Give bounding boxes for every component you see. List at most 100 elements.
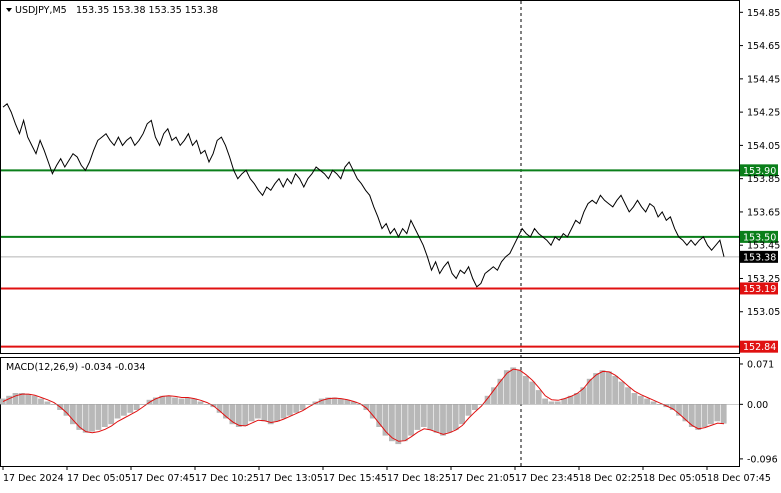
level-tag-label: 153.19	[743, 284, 776, 295]
time-tick-label: 17 Dec 13:05	[259, 473, 323, 484]
price-tick-label: 154.85	[747, 8, 780, 19]
macd-bar	[82, 404, 89, 433]
macd-bar	[376, 404, 383, 427]
macd-bar	[108, 404, 115, 425]
level-tag-label: 153.50	[743, 232, 776, 243]
macd-bar	[159, 395, 166, 405]
macd-bar	[63, 404, 70, 416]
macd-bar	[248, 404, 255, 422]
macd-bar	[76, 404, 83, 430]
macd-bar	[484, 395, 491, 405]
price-axis: 154.85154.65154.45154.25154.05153.85153.…	[739, 8, 780, 318]
macd-bar	[408, 404, 414, 436]
macd-bar	[299, 404, 306, 410]
macd-bar	[318, 398, 325, 405]
macd-bar	[535, 390, 542, 405]
macd-bar	[695, 404, 702, 430]
ohlc-values: 153.35 153.38 153.35 153.38	[76, 5, 218, 16]
macd-bar	[420, 404, 427, 427]
price-tick-label: 154.65	[747, 41, 780, 52]
macd-bar	[280, 404, 287, 419]
macd-bar	[338, 398, 344, 405]
macd-bar	[688, 404, 695, 427]
macd-bar	[631, 393, 638, 405]
macd-bar	[293, 404, 300, 413]
macd-bar	[242, 404, 249, 426]
macd-bar	[70, 404, 76, 425]
macd-bar	[89, 404, 95, 432]
macd-bar	[708, 404, 714, 425]
macd-tick-label: -0.096	[747, 454, 778, 465]
time-tick-label: 17 Dec 23:45	[515, 473, 579, 484]
macd-bar	[401, 404, 408, 442]
macd-bar	[274, 404, 280, 422]
macd-bar	[625, 387, 631, 405]
macd-bar	[223, 404, 229, 419]
macd-bar	[191, 398, 197, 405]
time-tick-label: 17 Dec 10:25	[195, 473, 259, 484]
macd-bar	[31, 395, 38, 405]
time-tick-label: 17 Dec 05:05	[67, 473, 131, 484]
price-pane[interactable]	[0, 0, 740, 354]
price-tick-label: 153.45	[747, 241, 780, 252]
macd-bar	[101, 404, 108, 427]
price-tick-label: 154.25	[747, 108, 780, 119]
level-tag-label: 152.84	[743, 342, 776, 353]
time-tick-label: 18 Dec 07:45	[707, 473, 771, 484]
macd-tick-label: 0.071	[747, 359, 774, 370]
price-tick-label: 154.45	[747, 74, 780, 85]
triangle-down-icon[interactable]	[6, 8, 12, 12]
macd-bar	[574, 393, 580, 405]
time-tick-label: 17 Dec 15:45	[323, 473, 387, 484]
level-tag-label: 153.90	[743, 166, 776, 177]
macd-bar	[465, 404, 472, 416]
signal-series-line	[2, 368, 725, 442]
macd-label: MACD(12,26,9) -0.034 -0.034	[6, 362, 145, 373]
macd-bar	[44, 401, 51, 405]
macd-bar	[95, 404, 102, 430]
macd-bar	[152, 397, 159, 405]
macd-bar	[720, 404, 727, 424]
macd-signal-line	[2, 368, 725, 442]
current-price-label: 153.38	[743, 252, 776, 263]
price-line	[2, 103, 725, 288]
macd-bar	[427, 404, 434, 430]
macd-bar	[433, 404, 440, 433]
macd-bar	[133, 404, 140, 410]
macd-bar	[682, 404, 689, 422]
macd-bar	[255, 404, 261, 419]
macd-bar	[459, 404, 465, 425]
macd-bar	[567, 395, 574, 405]
macd-bar	[446, 404, 453, 433]
time-tick-label: 17 Dec 2024	[3, 473, 64, 484]
macd-bar	[389, 404, 395, 442]
macd-bar	[612, 375, 619, 405]
macd-bar	[6, 395, 12, 405]
macd-bar	[363, 404, 370, 410]
macd-bar	[593, 373, 599, 405]
macd-bar	[554, 401, 561, 405]
macd-bar	[216, 404, 223, 413]
macd-bar	[165, 395, 172, 405]
macd-bar	[599, 370, 606, 405]
macd-bar	[344, 399, 351, 405]
macd-bar	[382, 404, 389, 436]
time-tick-label: 17 Dec 21:05	[451, 473, 515, 484]
price-tick-label: 153.85	[747, 174, 780, 185]
price-series-line	[2, 103, 725, 288]
macd-bar	[586, 378, 593, 405]
macd-bar	[669, 404, 676, 410]
macd-bar	[440, 404, 446, 436]
level-tag: 153.19	[740, 282, 778, 295]
level-lines: 153.90 153.50 153.19 152.84 153.38	[1, 164, 778, 353]
time-tick-label: 18 Dec 02:25	[579, 473, 643, 484]
macd-histogram	[0, 367, 727, 445]
macd-bar	[25, 394, 32, 405]
macd-bar	[714, 404, 721, 422]
macd-bar	[414, 404, 421, 430]
macd-bar	[650, 401, 657, 405]
macd-bar	[229, 404, 236, 425]
macd-bar	[701, 404, 708, 427]
